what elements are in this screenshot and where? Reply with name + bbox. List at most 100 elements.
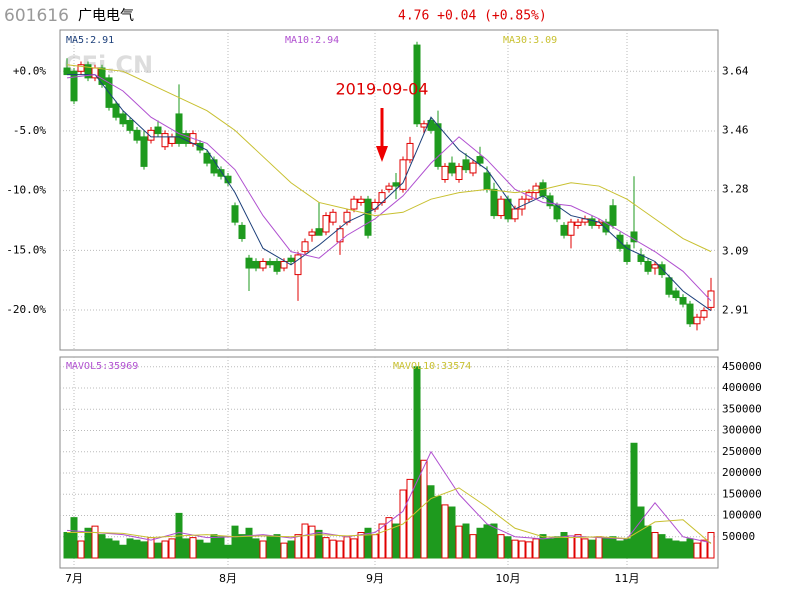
volume-bar (504, 536, 512, 559)
volume-bar (147, 537, 155, 559)
volume-bar (161, 540, 169, 559)
volume-bar (637, 506, 645, 559)
y2-tick-label: -15.0% (6, 243, 46, 256)
volume-bar (63, 532, 71, 559)
candle-body (203, 152, 211, 164)
volume-tick-label: 250000 (722, 445, 762, 458)
volume-bar (497, 534, 505, 559)
volume-bar (630, 442, 638, 559)
candle-body (406, 142, 414, 161)
volume-bar (238, 534, 246, 559)
volume-bar (469, 534, 477, 559)
volume-bar (315, 529, 323, 559)
volume-bar (364, 527, 372, 559)
x-tick-label: 9月 (366, 572, 384, 585)
volume-bar (329, 539, 337, 559)
volume-bar (483, 524, 491, 559)
legend-entry: MAVOL5:35969 (66, 361, 138, 372)
volume-tick-label: 200000 (722, 466, 762, 479)
volume-bar (700, 539, 708, 559)
volume-bar (126, 538, 134, 559)
candle-body (364, 198, 372, 236)
volume-bar (224, 544, 232, 559)
y-tick-label: 2.91 (722, 304, 749, 317)
volume-bar (679, 541, 687, 559)
candle-body (280, 260, 288, 269)
annotation: 2019-09-04 (336, 80, 429, 99)
annotation-arrowhead (376, 146, 388, 162)
candle-body (462, 159, 470, 171)
volume-bar (413, 366, 421, 559)
candle-body (119, 113, 127, 125)
volume-bar (588, 539, 596, 559)
volume-bar (392, 523, 400, 559)
candle-body (84, 64, 92, 79)
volume-bar (434, 495, 442, 559)
candle-body (168, 136, 176, 144)
price-pane (59, 29, 719, 351)
volume-bar (595, 536, 603, 559)
y-tick-label: 3.64 (722, 64, 749, 77)
candle-body (245, 257, 253, 269)
volume-bar (294, 534, 302, 559)
ma-line (66, 64, 712, 253)
candle-body (154, 126, 162, 135)
candle-body (693, 316, 701, 325)
candle-body (294, 254, 302, 276)
candle-body (609, 205, 617, 226)
volume-bar (301, 523, 309, 559)
candle-body (511, 208, 519, 220)
ma-line (67, 487, 712, 544)
volume-bar (560, 532, 568, 559)
candle-body (322, 215, 330, 233)
volume-bar (602, 537, 610, 559)
candle-body (252, 260, 260, 269)
volume-bar (385, 517, 393, 559)
candle-body (469, 162, 477, 174)
volume-bar (525, 541, 533, 559)
candle-body (63, 67, 71, 76)
candle-body (497, 198, 505, 217)
volume-bar (378, 523, 386, 559)
legend-entry: MAVOL10:33574 (393, 361, 471, 372)
volume-bar (455, 525, 463, 559)
volume-pane (59, 356, 719, 569)
candle-body (140, 136, 148, 167)
legend-entry: MA10:2.94 (285, 35, 339, 46)
volume-bar (105, 538, 113, 559)
candle-body (336, 228, 344, 243)
y-tick-label: 3.46 (722, 123, 749, 136)
candle-body (350, 198, 358, 210)
volume-bar (476, 527, 484, 559)
volume-bar (287, 540, 295, 559)
x-tick-label: 10月 (496, 572, 521, 585)
volume-bar (427, 485, 435, 559)
volume-bar (511, 539, 519, 559)
candle-body (455, 165, 463, 181)
candle-body (490, 188, 498, 217)
candle-body (70, 70, 78, 102)
volume-bar (133, 539, 141, 559)
candle-body (147, 129, 155, 141)
volume-bar (707, 532, 715, 559)
volume-bar (189, 537, 197, 559)
candle-body (385, 185, 393, 190)
volume-bar (210, 534, 218, 559)
candle-body (175, 113, 183, 144)
candle-body (602, 221, 610, 233)
ma-line (66, 450, 712, 544)
candle-body (413, 44, 421, 125)
candle-body (476, 156, 484, 164)
volume-tick-label: 350000 (722, 402, 762, 415)
candle-body (679, 297, 687, 305)
quote: 4.76 +0.04 (+0.85%) (398, 9, 547, 24)
volume-bar (665, 538, 673, 559)
volume-tick-label: 150000 (722, 487, 762, 500)
candle-body (77, 64, 85, 72)
volume-bar (623, 538, 631, 559)
volume-tick-label: 400000 (722, 381, 762, 394)
volume-bar (70, 517, 78, 559)
candle-body (588, 218, 596, 226)
volume-bar (539, 534, 547, 559)
y2-tick-label: -5.0% (13, 124, 46, 137)
